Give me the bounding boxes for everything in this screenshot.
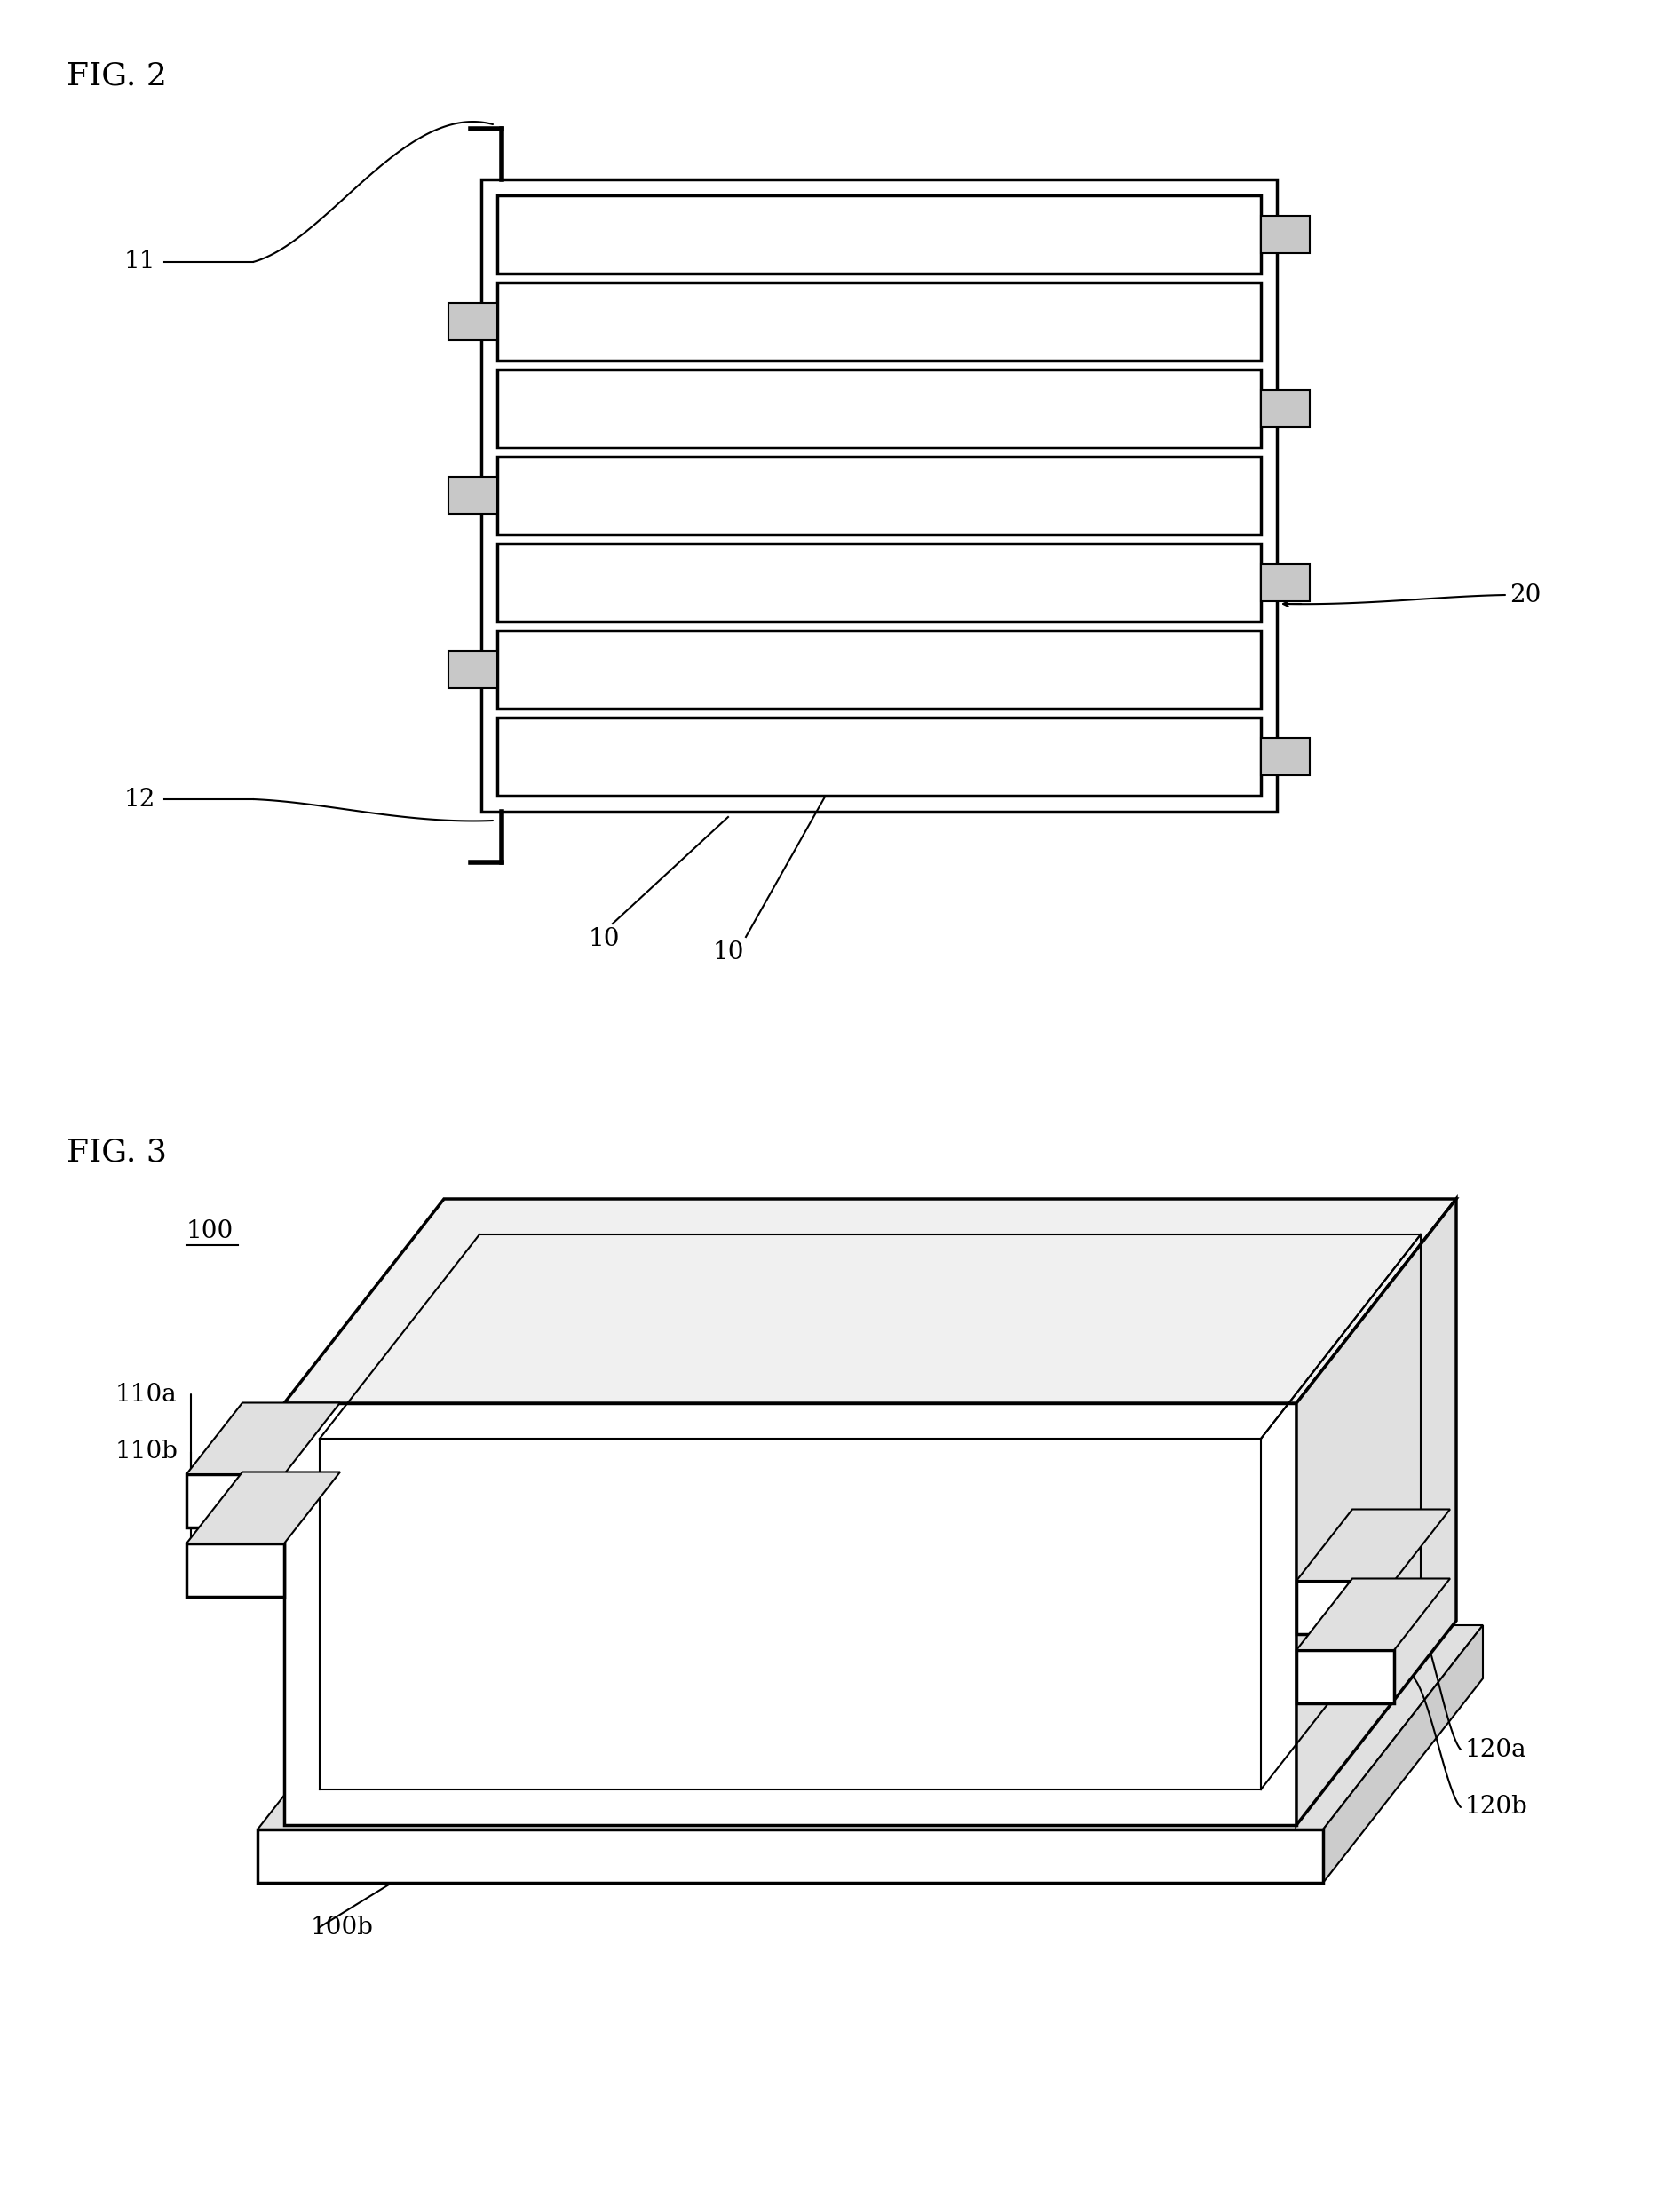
Text: 20: 20	[1510, 582, 1541, 607]
Text: 110a: 110a	[116, 1383, 178, 1407]
Polygon shape	[186, 1402, 339, 1475]
Text: FIG. 2: FIG. 2	[67, 59, 166, 90]
Polygon shape	[497, 543, 1262, 622]
Text: 10: 10	[588, 928, 620, 952]
Polygon shape	[186, 1475, 284, 1528]
Polygon shape	[497, 457, 1262, 534]
Text: 10: 10	[712, 941, 744, 965]
Text: 100: 100	[186, 1220, 234, 1244]
Polygon shape	[1262, 389, 1310, 426]
Polygon shape	[1297, 1578, 1450, 1651]
Polygon shape	[449, 651, 497, 688]
Polygon shape	[1262, 565, 1310, 602]
Polygon shape	[284, 1402, 1297, 1824]
Polygon shape	[497, 196, 1262, 273]
Polygon shape	[1262, 215, 1310, 253]
Polygon shape	[1297, 1651, 1394, 1703]
Polygon shape	[1262, 739, 1310, 776]
Text: 12: 12	[124, 787, 155, 811]
Text: 120a: 120a	[1465, 1739, 1527, 1761]
Polygon shape	[1297, 1510, 1450, 1580]
Text: 110b: 110b	[116, 1440, 178, 1464]
Text: 100a: 100a	[1225, 1275, 1287, 1299]
Polygon shape	[449, 303, 497, 341]
Text: 120b: 120b	[1465, 1796, 1527, 1820]
Polygon shape	[257, 1829, 1324, 1884]
Polygon shape	[497, 717, 1262, 796]
Polygon shape	[497, 281, 1262, 360]
Polygon shape	[186, 1473, 339, 1543]
Polygon shape	[449, 477, 497, 514]
Polygon shape	[186, 1543, 284, 1596]
Polygon shape	[1297, 1198, 1457, 1824]
Text: 11: 11	[124, 251, 155, 275]
Polygon shape	[1324, 1624, 1483, 1884]
Polygon shape	[497, 631, 1262, 708]
Polygon shape	[284, 1198, 1457, 1402]
Polygon shape	[497, 369, 1262, 448]
Polygon shape	[257, 1624, 1483, 1829]
Text: FIG. 3: FIG. 3	[67, 1136, 166, 1167]
Text: 100b: 100b	[311, 1914, 373, 1939]
Polygon shape	[1297, 1580, 1394, 1633]
